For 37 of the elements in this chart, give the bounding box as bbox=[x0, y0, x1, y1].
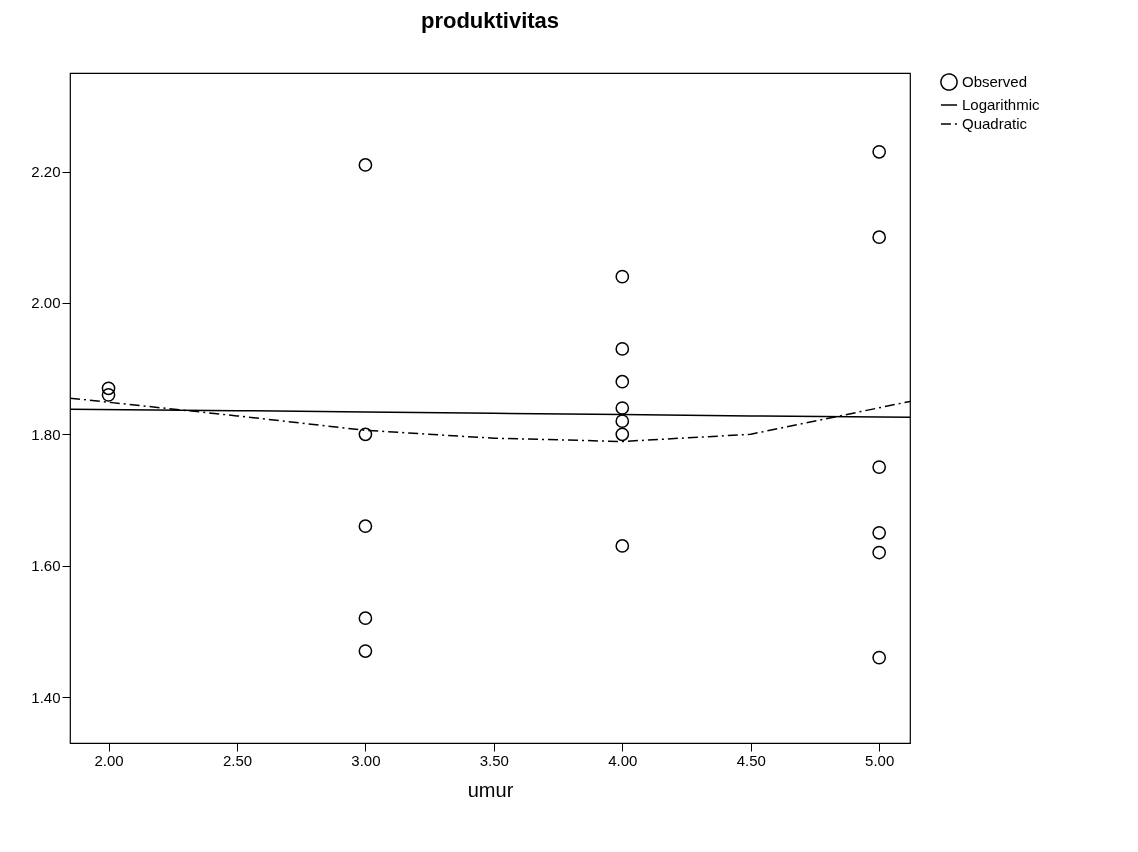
y-tick-label: 1.60 bbox=[31, 557, 61, 575]
point bbox=[872, 460, 887, 474]
point bbox=[358, 427, 373, 442]
y-tick-label: 2.20 bbox=[31, 163, 61, 181]
point bbox=[615, 401, 630, 415]
point bbox=[615, 539, 630, 553]
x-tick-label: 3.50 bbox=[479, 751, 509, 769]
point bbox=[872, 650, 887, 665]
x-tick-label: 3.00 bbox=[351, 751, 381, 769]
point bbox=[358, 158, 373, 172]
point bbox=[872, 545, 887, 560]
point bbox=[101, 388, 116, 402]
chart-title: produktivitas bbox=[420, 8, 560, 33]
x-tick-label: 4.50 bbox=[736, 751, 766, 769]
y-tick-label: 1.40 bbox=[31, 688, 61, 706]
point bbox=[358, 611, 373, 626]
point bbox=[872, 230, 887, 245]
point bbox=[615, 427, 630, 442]
x-tick-label: 2.00 bbox=[94, 751, 124, 769]
point bbox=[358, 519, 373, 534]
y-tick-label: 1.80 bbox=[31, 425, 61, 443]
point bbox=[872, 144, 887, 159]
point bbox=[615, 269, 630, 284]
point bbox=[615, 414, 630, 428]
x-axis-title: umur bbox=[467, 778, 514, 801]
x-tick-label: 4.00 bbox=[608, 751, 638, 769]
point bbox=[358, 644, 373, 658]
point bbox=[101, 381, 116, 396]
x-tick-label: 2.50 bbox=[222, 751, 253, 769]
x-tick-label: 5.00 bbox=[865, 751, 895, 769]
legend-label: Logarithmic bbox=[962, 96, 1041, 113]
legend-label: Quadratic bbox=[962, 115, 1028, 132]
point bbox=[872, 525, 887, 540]
point bbox=[615, 342, 630, 356]
point bbox=[615, 374, 630, 389]
y-tick-label: 2.00 bbox=[31, 294, 61, 312]
legend-label: Observed bbox=[962, 73, 1028, 90]
